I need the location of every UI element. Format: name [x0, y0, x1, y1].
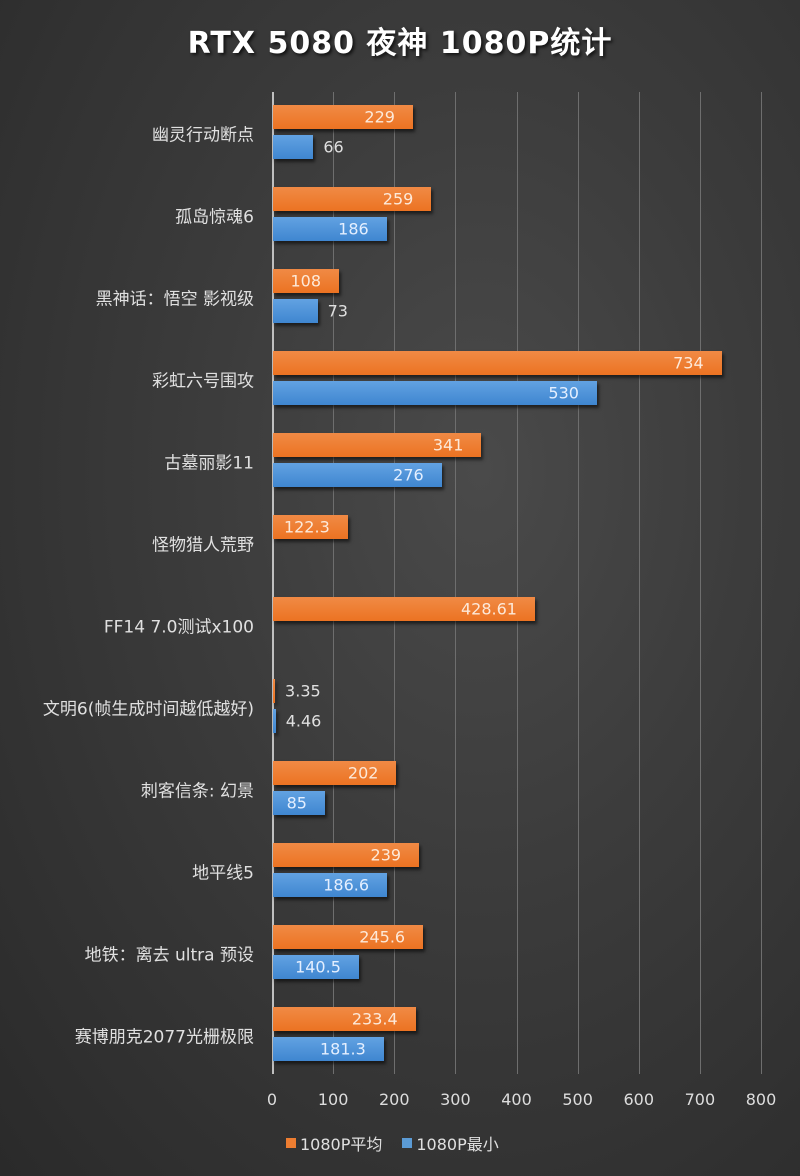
category-label: 幽灵行动断点 — [152, 125, 254, 146]
bar-value-label: 108 — [290, 271, 321, 291]
category-label: 古墓丽影11 — [164, 453, 254, 474]
bar-value-label: 734 — [673, 353, 704, 373]
bar-value-label: 85 — [286, 793, 307, 813]
bar-value-label: 122.3 — [283, 517, 330, 537]
bar-min: 186 — [273, 217, 387, 241]
bar-min: 4.46 — [273, 709, 321, 733]
x-tick-label: 0 — [266, 1090, 278, 1109]
gridline — [638, 92, 640, 1074]
bar-min: 181.3 — [273, 1037, 384, 1061]
bar-value-label: 259 — [382, 189, 414, 209]
bar-avg: 229 — [273, 105, 413, 129]
category-label: 赛博朋克2077光栅极限 — [74, 1027, 254, 1048]
bar-value-label: 186 — [338, 219, 369, 239]
legend: 1080P平均 1080P最小 — [286, 1131, 499, 1155]
bar-value-label: 341 — [432, 435, 464, 455]
bar-min: 73 — [273, 299, 348, 323]
category-label: FF14 7.0测试x100 — [103, 617, 254, 638]
bar-value-label: 66 — [323, 137, 344, 157]
bar-value-label: 276 — [393, 465, 424, 485]
bar-avg: 108 — [273, 269, 339, 293]
category-label: 彩虹六号围攻 — [152, 371, 254, 392]
bar-min: 66 — [273, 135, 344, 159]
bar-value-label: 233.4 — [351, 1009, 398, 1029]
legend-swatch-avg — [286, 1138, 296, 1148]
x-tick-label: 300 — [440, 1090, 471, 1109]
x-tick-label: 800 — [745, 1090, 777, 1109]
category-label: 文明6(帧生成时间越低越好) — [42, 699, 254, 720]
bar-value-label: 245.6 — [359, 927, 406, 947]
category-label: 刺客信条: 幻景 — [140, 781, 254, 802]
x-tick-label: 500 — [562, 1090, 593, 1109]
x-tick-label: 200 — [378, 1090, 410, 1109]
bar-value-label: 3.35 — [285, 681, 321, 701]
bar-min: 85 — [273, 791, 325, 815]
gridline — [699, 92, 701, 1074]
category-label: 怪物猎人荒野 — [152, 535, 254, 556]
bar-avg: 259 — [273, 187, 432, 211]
x-tick-label: 700 — [684, 1090, 716, 1109]
bar-min: 276 — [273, 463, 442, 487]
legend-item-min: 1080P最小 — [402, 1131, 499, 1155]
x-tick-label: 600 — [623, 1090, 655, 1109]
bar-value-label: 428.61 — [461, 599, 517, 619]
gridline — [455, 92, 457, 1074]
bar-avg: 428.61 — [273, 597, 535, 621]
bar-min: 530 — [273, 381, 597, 405]
category-label: 孤岛惊魂6 — [175, 207, 254, 228]
x-tick-label: 400 — [501, 1090, 532, 1109]
bar-avg: 239 — [273, 843, 420, 867]
bar-avg: 233.4 — [273, 1007, 416, 1031]
bar-avg: 245.6 — [273, 925, 424, 949]
gridline — [394, 92, 396, 1074]
bar-avg: 3.35 — [273, 679, 321, 703]
legend-swatch-min — [402, 1138, 413, 1148]
bar-value-label: 186.6 — [323, 875, 370, 895]
category-label: 地平线5 — [192, 863, 254, 884]
category-label: 黑神话：悟空 影视级 — [95, 289, 254, 310]
bar-avg: 202 — [273, 761, 397, 785]
bar-value-label: 229 — [364, 107, 395, 127]
bar-avg: 734 — [273, 351, 722, 375]
bar-value-label: 202 — [347, 763, 379, 783]
bar-value-label: 239 — [370, 845, 402, 865]
bar-value-label: 530 — [548, 383, 579, 403]
gridline — [577, 92, 579, 1074]
x-tick-label: 100 — [317, 1090, 349, 1109]
gridline — [761, 92, 762, 1074]
chart-title: RTX 5080 夜神 1080P统计 — [187, 26, 613, 61]
legend-label-min: 1080P最小 — [416, 1135, 499, 1154]
bar-value-label: 140.5 — [295, 957, 341, 977]
plot-area: 229 66 259 186 108 73 734 530 341 276 122.3 428.61 3… — [272, 92, 762, 1074]
category-label: 地铁：离去 ultra 预设 — [84, 945, 254, 966]
bar-avg: 122.3 — [273, 515, 348, 539]
bar-value-label: 4.46 — [285, 711, 322, 731]
bar-avg: 341 — [273, 433, 482, 457]
y-axis-line — [272, 92, 274, 1074]
bar-min: 186.6 — [273, 873, 388, 897]
bar-min: 140.5 — [273, 955, 359, 979]
legend-item-avg: 1080P平均 — [286, 1131, 382, 1155]
legend-label-avg: 1080P平均 — [300, 1135, 383, 1154]
gridline — [516, 92, 518, 1074]
bar-value-label: 181.3 — [320, 1039, 366, 1059]
gridline — [333, 92, 335, 1074]
bar-value-label: 73 — [327, 301, 348, 321]
